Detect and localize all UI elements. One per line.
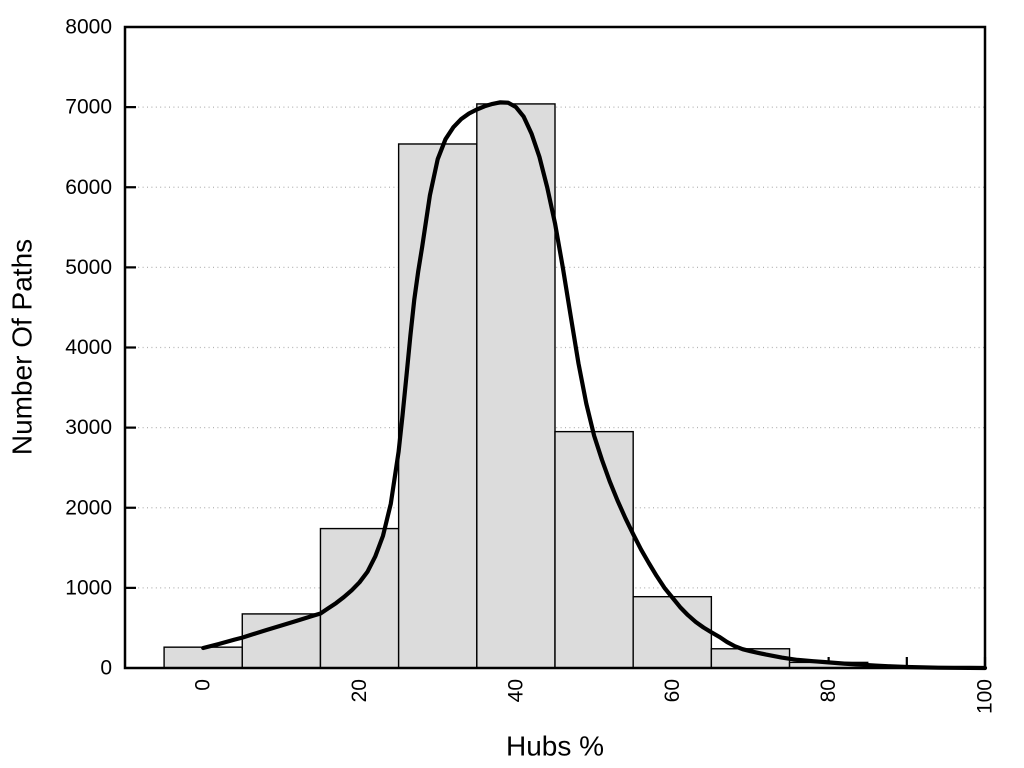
y-tick-label: 4000 [65,336,112,359]
x-axis-title: Hubs % [506,731,604,762]
y-tick-label: 0 [100,657,112,680]
y-tick-label: 2000 [65,496,112,519]
x-tick-label: 40 [504,679,527,702]
plot-border [123,25,987,670]
histogram-bars [163,103,869,669]
y-tick-label: 5000 [65,256,112,279]
y-tick-label: 6000 [65,176,112,199]
y-tick-marks [125,106,136,589]
histogram-bar [476,103,556,669]
y-tick-label: 8000 [65,16,112,39]
y-tick-label: 3000 [65,416,112,439]
histogram-bar [319,527,400,669]
y-tick-labels: 0 1000 2000 3000 4000 5000 6000 7000 8000 [65,16,112,680]
y-tick-label: 7000 [65,96,112,119]
x-tick-labels: 0 20 40 60 80 100 [192,679,997,714]
histogram-bar [397,143,478,669]
histogram-bar [163,646,243,669]
histogram-bar [632,595,713,669]
x-tick-label: 100 [974,679,997,714]
x-tick-label: 80 [817,679,840,702]
density-curve [201,100,988,671]
x-tick-label: 60 [661,679,684,702]
y-axis-title: Number Of Paths [7,239,38,455]
histogram-bar [241,613,322,669]
x-tick-label: 20 [348,679,371,702]
histogram-bar [554,430,634,669]
x-tick-label: 0 [192,679,215,691]
y-tick-label: 1000 [65,576,112,599]
